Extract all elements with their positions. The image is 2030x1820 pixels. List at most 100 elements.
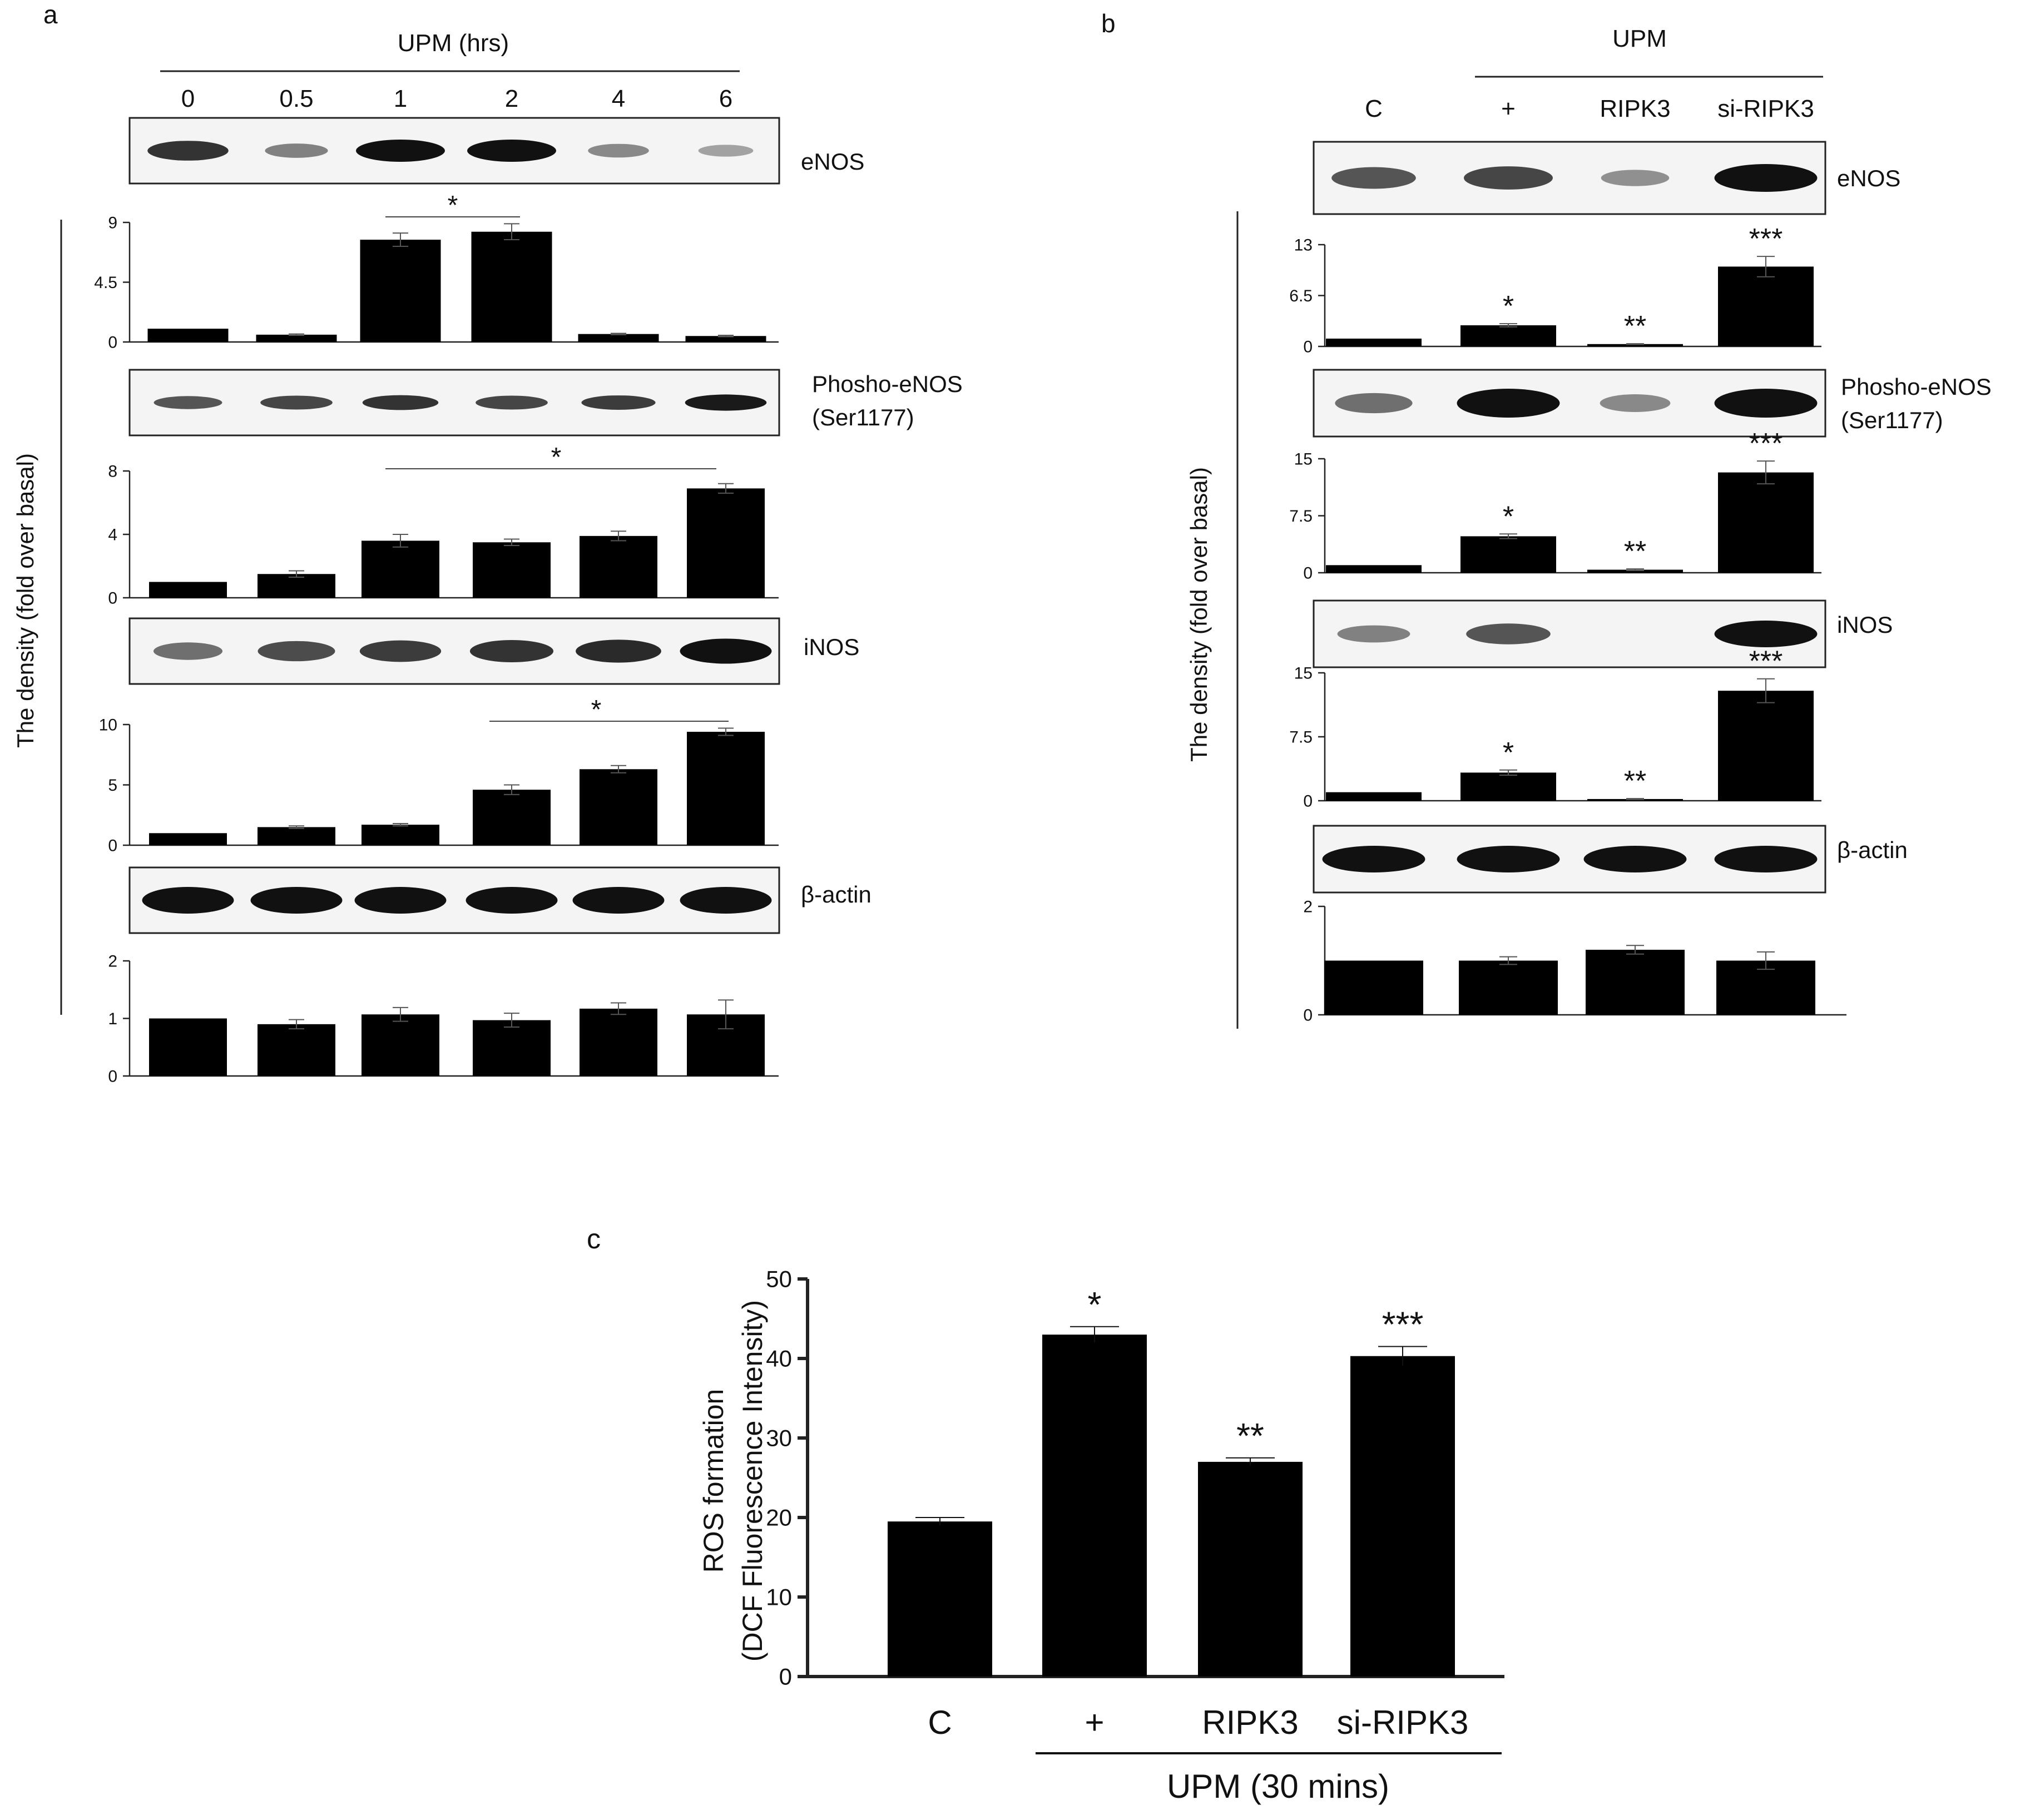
panel-b-enos-chart: 06.513****** bbox=[1289, 223, 1821, 356]
panel-a-actin-chart-tick-label: 0 bbox=[108, 1068, 117, 1086]
panel-b-treatment-label: UPM bbox=[1612, 25, 1667, 52]
panel-b-charts: 06.513******07.515******07.515******02 bbox=[1289, 223, 1846, 1025]
panel-c-chart-body-tick-label: 10 bbox=[766, 1584, 792, 1610]
panel-b-inos-blot-band bbox=[1714, 621, 1818, 647]
panel-a-penos-chart-bar bbox=[149, 582, 227, 598]
panel-c-x-axis-label: UPM (30 mins) bbox=[1167, 1768, 1389, 1805]
panel-b-actin-label: β-actin bbox=[1837, 837, 1908, 863]
panel-a-actin-blot-band bbox=[142, 887, 234, 914]
panel-b-actin-chart-bar bbox=[1586, 950, 1685, 1015]
panel-b-enos-chart-tick-label: 13 bbox=[1294, 236, 1313, 255]
panel-b-actin-blot-band bbox=[1457, 846, 1560, 872]
panel-a-actin-chart-bar bbox=[362, 1014, 439, 1076]
panel-a-lane-label: 1 bbox=[394, 85, 407, 112]
panel-a-penos-blot-band bbox=[685, 394, 767, 411]
panel-a-penos-blot-band bbox=[362, 395, 439, 410]
panel-a-enos-chart-bar bbox=[147, 329, 229, 342]
panel-b-penos-chart-significance: *** bbox=[1749, 428, 1783, 460]
panel-a-actin-chart-bar bbox=[580, 1008, 657, 1076]
panel-a-penos-chart-bar bbox=[687, 488, 765, 598]
panel-b-lane-label: C bbox=[1365, 95, 1383, 122]
panel-a-enos-chart-tick-label: 9 bbox=[108, 214, 117, 232]
panel-b-enos-chart-significance: * bbox=[1503, 290, 1514, 323]
panel-b-enos-blot bbox=[1313, 141, 1826, 215]
panel-a-inos-chart-tick-label: 5 bbox=[108, 776, 117, 795]
panel-c-chart-body-tick-label: 40 bbox=[766, 1346, 792, 1372]
panel-a-penos-blot-band bbox=[260, 395, 333, 410]
panel-a-enos-chart-bar bbox=[471, 231, 552, 342]
panel-b-penos-chart-bar bbox=[1460, 536, 1556, 573]
panel-a-actin-blot-frame bbox=[128, 866, 780, 934]
panel-b-enos-chart-tick-label: 6.5 bbox=[1289, 287, 1313, 305]
panel-b-penos-chart-bar bbox=[1326, 565, 1422, 573]
panel-b-inos-chart-significance: * bbox=[1503, 737, 1514, 769]
panel-c-chart-body-tick-label: 50 bbox=[766, 1266, 792, 1292]
panel-a-actin-blot-band bbox=[250, 887, 343, 914]
panel-b-lane-labels: C + RIPK3 si-RIPK3 bbox=[1365, 95, 1814, 122]
panel-c-y-axis-label-line2: (DCF Fluorescence Intensity) bbox=[737, 1300, 768, 1662]
panel-a-penos-blot bbox=[128, 369, 780, 437]
panel-a-actin-blot-band bbox=[466, 887, 558, 914]
panel-a-enos-chart-bar bbox=[578, 334, 659, 342]
panel-a-penos-chart-tick-label: 8 bbox=[108, 463, 117, 481]
panel-a-penos-blot-band bbox=[154, 396, 222, 409]
panel-b-actin-blot bbox=[1313, 825, 1826, 894]
panel-a-actin-chart-bar bbox=[473, 1020, 551, 1076]
panel-b-inos-chart-significance: ** bbox=[1624, 765, 1646, 797]
panel-a-inos-blot-band bbox=[359, 640, 442, 662]
panel-a-actin-blot-band bbox=[354, 887, 447, 914]
panel-c-category-label: C bbox=[928, 1704, 952, 1741]
panel-a-inos-blot-band bbox=[680, 638, 772, 664]
panel-a-enos-chart-tick-label: 4.5 bbox=[94, 274, 117, 292]
panel-b-enos-chart-significance: *** bbox=[1749, 223, 1783, 255]
panel-a-penos-sig: * bbox=[551, 443, 562, 472]
panel-a-enos-blot-band bbox=[356, 140, 445, 162]
panel-c-chart-body-bar bbox=[1350, 1356, 1455, 1677]
panel-c-chart-body-bar bbox=[888, 1521, 992, 1677]
panel-b-actin-chart-tick-label: 2 bbox=[1303, 898, 1313, 916]
panel-a-inos-sig: * bbox=[591, 695, 602, 725]
panel-c-y-axis-label-line1: ROS formation bbox=[698, 1389, 729, 1573]
panel-b-enos-blot-band bbox=[1463, 166, 1553, 190]
panel-a-penos-chart-bar bbox=[473, 542, 551, 598]
panel-a-lane-label: 2 bbox=[505, 85, 518, 112]
panel-b-enos-chart-significance: ** bbox=[1624, 310, 1646, 343]
panel-b-penos-chart: 07.515****** bbox=[1289, 428, 1821, 583]
panel-b-penos-chart-significance: * bbox=[1503, 500, 1514, 533]
panel-a-actin-chart-tick-label: 2 bbox=[108, 953, 117, 971]
panel-b-penos-blot bbox=[1313, 369, 1826, 438]
panel-b-actin-chart: 02 bbox=[1303, 898, 1846, 1025]
panel-b-actin-chart-bar bbox=[1324, 960, 1423, 1015]
panel-c-category-label: RIPK3 bbox=[1202, 1704, 1298, 1741]
panel-c-chart-body-tick-label: 30 bbox=[766, 1425, 792, 1451]
panel-b-inos-chart-significance: *** bbox=[1749, 646, 1783, 678]
panel-a-inos-chart-bar bbox=[580, 769, 657, 845]
panel-a-actin-blot-band bbox=[572, 887, 665, 914]
panel-b-inos-chart-tick-label: 7.5 bbox=[1289, 728, 1313, 747]
panel-a-inos-blot bbox=[128, 617, 780, 685]
panel-b-enos-blot-band bbox=[1331, 167, 1416, 189]
panel-b-lane-label: RIPK3 bbox=[1600, 95, 1670, 122]
panel-a-penos-blot-band bbox=[476, 395, 548, 410]
panel-b-inos-label: iNOS bbox=[1837, 612, 1893, 638]
panel-b-enos-chart-tick-label: 0 bbox=[1303, 338, 1313, 356]
panel-a-enos-blot-band bbox=[467, 140, 556, 162]
panel-c-chart-body-significance: * bbox=[1088, 1285, 1102, 1325]
panel-a-inos-chart-bar bbox=[149, 833, 227, 845]
panel-b-inos-blot bbox=[1313, 599, 1826, 668]
panel-a-inos-blot-band bbox=[153, 642, 223, 660]
panel-b-penos-blot-band bbox=[1714, 389, 1818, 418]
panel-a-enos-chart-bar bbox=[256, 334, 337, 342]
panel-b-actin-blot-band bbox=[1714, 846, 1818, 872]
panel-a-penos-chart-bar bbox=[362, 540, 439, 598]
panel-a-inos-chart-bar bbox=[473, 790, 551, 845]
panel-b-y-axis-label: The density (fold over basal) bbox=[1186, 467, 1212, 762]
panel-b-label: b bbox=[1101, 9, 1116, 38]
panel-b-enos-chart-bar bbox=[1587, 344, 1683, 346]
panel-b-enos-chart-bar bbox=[1326, 338, 1422, 346]
panel-a-treatment-label: UPM (hrs) bbox=[398, 29, 509, 57]
panel-a-enos-blot-band bbox=[698, 145, 754, 157]
